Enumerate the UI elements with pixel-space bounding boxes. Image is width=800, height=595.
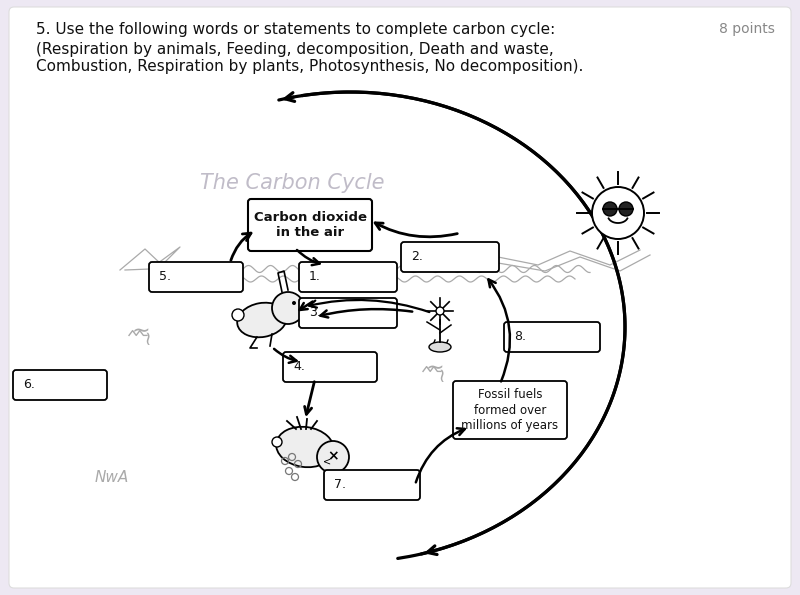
Text: Fossil fuels
formed over
millions of years: Fossil fuels formed over millions of yea… bbox=[462, 389, 558, 431]
FancyBboxPatch shape bbox=[248, 199, 372, 251]
FancyBboxPatch shape bbox=[149, 262, 243, 292]
FancyBboxPatch shape bbox=[401, 242, 499, 272]
Text: 2.: 2. bbox=[411, 250, 423, 264]
Text: The Carbon Cycle: The Carbon Cycle bbox=[200, 173, 385, 193]
Text: 5. Use the following words or statements to complete carbon cycle:: 5. Use the following words or statements… bbox=[36, 22, 555, 37]
Circle shape bbox=[292, 301, 296, 305]
Circle shape bbox=[232, 309, 244, 321]
Text: 6.: 6. bbox=[23, 378, 35, 392]
Text: 3.: 3. bbox=[309, 306, 321, 320]
Circle shape bbox=[272, 292, 304, 324]
Text: 4.: 4. bbox=[293, 361, 305, 374]
FancyBboxPatch shape bbox=[283, 352, 377, 382]
Ellipse shape bbox=[238, 303, 286, 337]
FancyBboxPatch shape bbox=[453, 381, 567, 439]
Text: $\sim$: $\sim$ bbox=[126, 320, 150, 340]
Ellipse shape bbox=[429, 342, 451, 352]
FancyBboxPatch shape bbox=[324, 470, 420, 500]
Circle shape bbox=[272, 437, 282, 447]
Text: Carbon dioxide
in the air: Carbon dioxide in the air bbox=[254, 211, 366, 239]
Text: 8 points: 8 points bbox=[719, 22, 775, 36]
Text: (Respiration by animals, Feeding, decomposition, Death and waste,
Combustion, Re: (Respiration by animals, Feeding, decomp… bbox=[36, 42, 583, 74]
FancyBboxPatch shape bbox=[299, 262, 397, 292]
Text: $\sim$: $\sim$ bbox=[421, 357, 443, 377]
FancyBboxPatch shape bbox=[9, 7, 791, 588]
FancyBboxPatch shape bbox=[13, 370, 107, 400]
Text: 1.: 1. bbox=[309, 271, 321, 283]
Ellipse shape bbox=[276, 427, 334, 467]
Circle shape bbox=[317, 441, 349, 473]
Text: $\sim$: $\sim$ bbox=[433, 367, 451, 387]
Text: 5.: 5. bbox=[159, 271, 171, 283]
FancyBboxPatch shape bbox=[504, 322, 600, 352]
Text: <: < bbox=[323, 457, 331, 467]
Circle shape bbox=[603, 202, 617, 216]
Text: 7.: 7. bbox=[334, 478, 346, 491]
Circle shape bbox=[592, 187, 644, 239]
Text: 8.: 8. bbox=[514, 330, 526, 343]
Text: ×: × bbox=[327, 449, 339, 463]
Text: NwA: NwA bbox=[95, 469, 129, 484]
Circle shape bbox=[619, 202, 633, 216]
Text: $\sim$: $\sim$ bbox=[138, 330, 158, 350]
Circle shape bbox=[436, 307, 444, 315]
FancyBboxPatch shape bbox=[299, 298, 397, 328]
